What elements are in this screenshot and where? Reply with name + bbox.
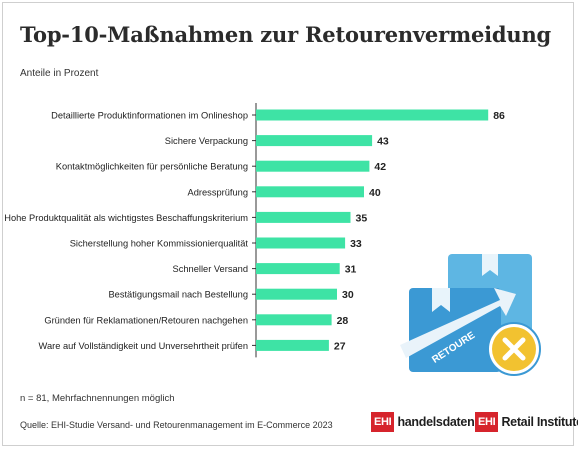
bar bbox=[256, 160, 370, 172]
value-label: 33 bbox=[350, 238, 362, 250]
ehi-badge: EHI bbox=[371, 412, 395, 432]
category-label: Detaillierte Produktinformationen im Onl… bbox=[51, 111, 248, 121]
bar bbox=[256, 109, 489, 121]
bar bbox=[256, 339, 329, 351]
category-label: Ware auf Vollständigkeit und Unversehrth… bbox=[39, 341, 248, 351]
bar bbox=[256, 314, 332, 326]
bar bbox=[256, 288, 337, 300]
chart-subtitle: Anteile in Prozent bbox=[20, 68, 99, 79]
retail-institute-label: Retail Institute bbox=[501, 415, 578, 429]
bar bbox=[256, 186, 364, 198]
source-line: Quelle: EHI-Studie Versand- und Retouren… bbox=[20, 420, 333, 430]
sample-note: n = 81, Mehrfachnennungen möglich bbox=[20, 393, 175, 404]
value-label: 43 bbox=[377, 136, 389, 148]
value-label: 42 bbox=[374, 161, 386, 173]
value-label: 27 bbox=[334, 340, 346, 352]
bar bbox=[256, 135, 373, 147]
value-label: 30 bbox=[342, 289, 354, 301]
bars-group: Detaillierte Produktinformationen im Onl… bbox=[4, 103, 505, 358]
category-label: Kontaktmöglichkeiten für persönliche Ber… bbox=[56, 162, 248, 172]
handelsdaten-logo[interactable]: EHI handelsdaten.de bbox=[371, 410, 492, 434]
value-label: 35 bbox=[356, 212, 368, 224]
category-label: Hohe Produktqualität als wichtigstes Bes… bbox=[4, 213, 248, 223]
chart-title: Top-10-Maßnahmen zur Retourenvermeidung bbox=[20, 22, 552, 47]
value-label: 40 bbox=[369, 187, 381, 199]
return-arrow-icon bbox=[400, 288, 516, 358]
category-label: Sichere Verpackung bbox=[165, 136, 248, 146]
category-label: Schneller Versand bbox=[173, 264, 248, 274]
value-label: 31 bbox=[345, 264, 357, 276]
category-label: Gründen für Reklamationen/Retouren nachg… bbox=[44, 315, 248, 325]
bar bbox=[256, 263, 340, 275]
ehi-retail-logo[interactable]: EHI Retail Institute® bbox=[475, 410, 578, 434]
category-label: Sicherstellung hoher Kommissionierqualit… bbox=[70, 239, 249, 249]
bar bbox=[256, 211, 351, 223]
value-label: 86 bbox=[493, 110, 505, 122]
chart-frame bbox=[2, 2, 574, 446]
category-label: Bestätigungsmail nach Bestellung bbox=[108, 290, 248, 300]
value-label: 28 bbox=[337, 315, 349, 327]
retail-institute-text: Retail Institute® bbox=[501, 415, 578, 429]
ehi-badge-2: EHI bbox=[475, 412, 499, 432]
handelsdaten-text: handelsdaten.de bbox=[397, 415, 492, 429]
category-label: Adressprüfung bbox=[188, 187, 248, 197]
x-icon bbox=[487, 322, 541, 376]
bar bbox=[256, 237, 346, 249]
